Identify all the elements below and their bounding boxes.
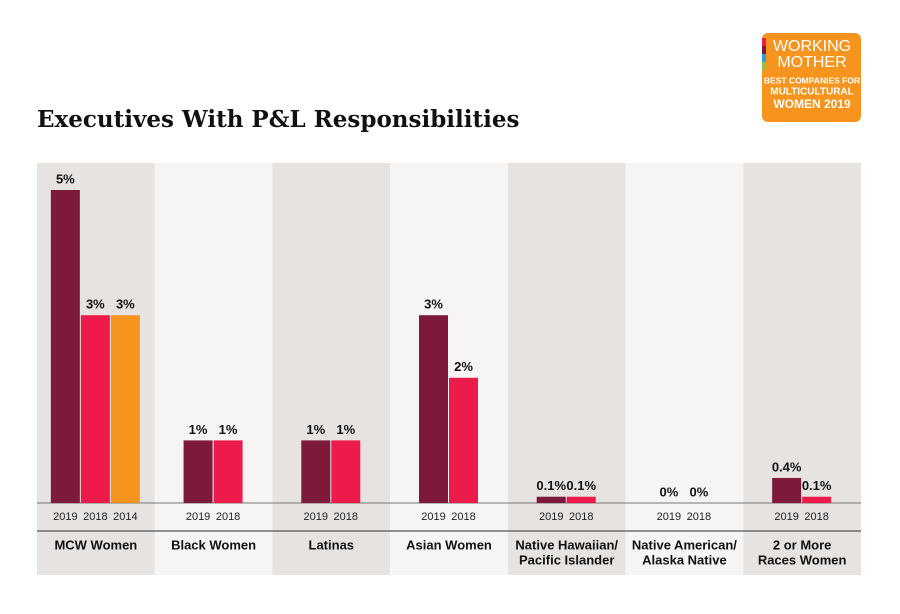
category-label: Native Hawaiian/ (515, 537, 618, 552)
year-label: 2018 (687, 511, 711, 523)
category-label: Alaska Native (642, 552, 727, 567)
column-bg (390, 163, 508, 575)
year-label: 2018 (569, 511, 593, 523)
category-label: Races Women (758, 552, 847, 567)
bar (802, 496, 832, 503)
value-label: 0% (690, 484, 709, 499)
logo-box (762, 33, 861, 122)
category-label: Asian Women (406, 537, 492, 552)
column-bg (154, 163, 273, 575)
year-label: 2018 (83, 511, 107, 523)
bar (80, 315, 110, 503)
value-label: 0.1% (802, 478, 832, 493)
value-label: 3% (116, 297, 135, 312)
bar (183, 440, 213, 503)
category-label: 2 or More (773, 537, 832, 552)
column-bg (272, 163, 391, 575)
year-label: 2018 (804, 511, 828, 523)
year-label: 2018 (334, 511, 358, 523)
logo-text: WOMEN 2019 (773, 97, 851, 111)
logo: WORKING MOTHER BEST COMPANIES FOR MULTIC… (762, 33, 861, 122)
year-label: 2019 (421, 511, 445, 523)
logo-text: MOTHER (777, 54, 846, 71)
year-label: 2019 (53, 511, 77, 523)
category-label: Latinas (309, 537, 355, 552)
chart-title: Executives With P&L Responsibilities (37, 106, 519, 133)
value-label: 3% (86, 297, 105, 312)
category-label: Pacific Islander (519, 552, 614, 567)
bar (772, 477, 802, 503)
bar (301, 440, 331, 503)
bar (566, 496, 596, 503)
value-label: 0.1% (566, 478, 596, 493)
logo-stripe (762, 54, 766, 62)
column-bg (743, 163, 861, 575)
logo-stripe (762, 46, 766, 54)
logo-stripe (762, 62, 766, 70)
backgrounds (37, 163, 861, 575)
logo-text: BEST COMPANIES FOR (764, 75, 860, 85)
category-label: Black Women (171, 537, 256, 552)
year-label: 2019 (657, 511, 681, 523)
value-label: 0.1% (536, 478, 566, 493)
logo-text: MULTICULTURAL (770, 87, 854, 98)
year-label: 2014 (113, 511, 137, 523)
logo-text: WORKING (773, 38, 851, 55)
bar (536, 496, 566, 503)
value-label: 3% (424, 297, 443, 312)
value-label: 1% (189, 422, 208, 437)
column-bg (507, 163, 626, 575)
logo-stripe (762, 38, 766, 46)
year-label: 2019 (774, 511, 798, 523)
value-label: 2% (454, 359, 473, 374)
year-label: 2018 (451, 511, 475, 523)
year-label: 2019 (304, 511, 328, 523)
value-label: 0.4% (772, 459, 802, 474)
bar (449, 377, 478, 503)
bar (110, 315, 140, 503)
category-label: MCW Women (54, 537, 137, 552)
category-label: Native American/ (632, 537, 737, 552)
value-label: 1% (306, 422, 325, 437)
bar (50, 190, 80, 503)
year-label: 2018 (216, 511, 240, 523)
value-label: 1% (336, 422, 355, 437)
value-label: 0% (660, 484, 679, 499)
year-label: 2019 (186, 511, 210, 523)
column-bg (625, 163, 744, 575)
year-label: 2019 (539, 511, 563, 523)
bar (213, 440, 243, 503)
bar (331, 440, 361, 503)
bar (419, 315, 448, 503)
value-label: 5% (56, 171, 75, 186)
value-label: 1% (219, 422, 238, 437)
